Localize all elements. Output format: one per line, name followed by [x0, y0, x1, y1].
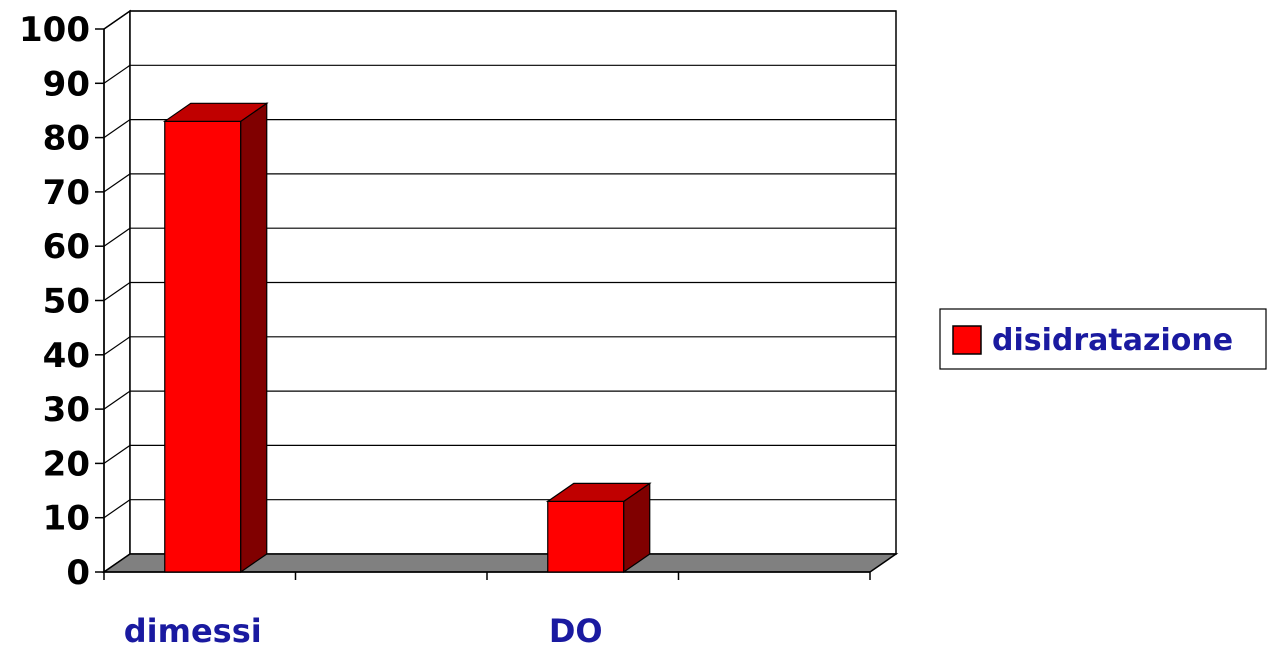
- gridline-side: [103, 227, 131, 247]
- legend-label: disidratazione: [992, 323, 1233, 358]
- y-tick-label: 40: [43, 336, 90, 376]
- bar-top: [545, 482, 652, 503]
- y-tick-label: 0: [66, 553, 90, 593]
- y-tick-labels: 0 10 20 30 40 50 60 70 80 90 100: [19, 10, 90, 593]
- legend-swatch: [952, 325, 982, 355]
- bar-do: [545, 482, 652, 574]
- legend: disidratazione: [939, 308, 1267, 370]
- bar-front: [547, 500, 625, 573]
- y-tick-label: 70: [43, 173, 90, 213]
- gridline-side: [103, 336, 131, 356]
- bars: [162, 102, 652, 574]
- gridline-side: [103, 10, 131, 30]
- y-tick-label: 60: [43, 227, 90, 267]
- gridline-side: [103, 282, 131, 301]
- x-tick-label: DO: [549, 612, 603, 648]
- y-tick-label: 90: [43, 64, 90, 104]
- y-tick-label: 100: [19, 10, 90, 50]
- bar-front: [164, 120, 242, 573]
- legend-box: [939, 308, 1267, 370]
- gridline-side: [103, 499, 131, 519]
- gridline-side: [103, 119, 131, 139]
- bar-top: [162, 102, 269, 122]
- x-tick-label: dimessi: [124, 612, 262, 648]
- y-tick-label: 30: [43, 390, 90, 430]
- y-tick-label: 50: [43, 282, 90, 322]
- gridline-side: [103, 173, 131, 193]
- x-tick-labels: dimessi DO: [124, 612, 603, 648]
- y-tick-label: 10: [43, 499, 90, 539]
- gridline-side: [103, 444, 131, 464]
- y-tick-label: 80: [43, 119, 90, 159]
- gridline-side: [103, 390, 131, 410]
- bar-side: [240, 102, 268, 574]
- bar-dimessi: [162, 102, 269, 574]
- y-tick-label: 20: [43, 444, 90, 484]
- gridline-side: [103, 64, 131, 84]
